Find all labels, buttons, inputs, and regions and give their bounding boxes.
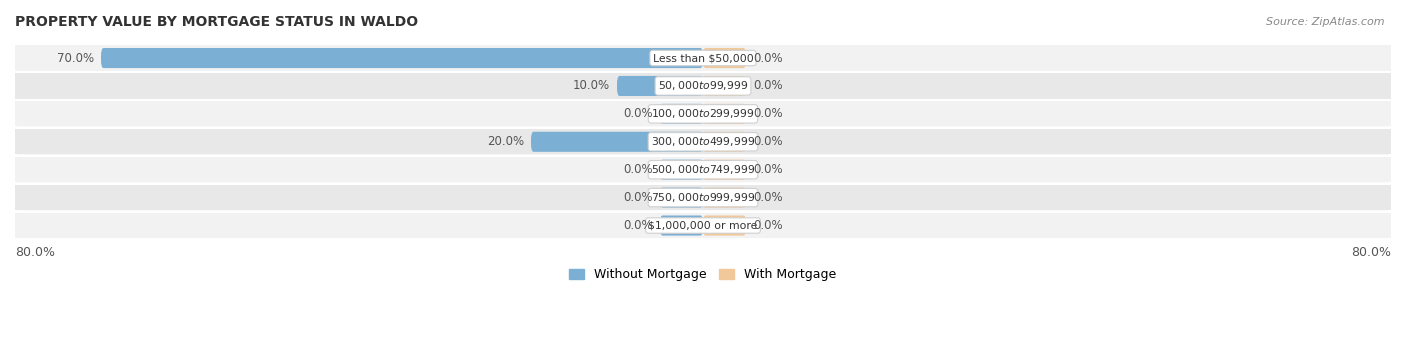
Text: $500,000 to $749,999: $500,000 to $749,999 (651, 163, 755, 176)
Bar (15, 73, 1391, 99)
Text: Source: ZipAtlas.com: Source: ZipAtlas.com (1267, 17, 1385, 27)
FancyBboxPatch shape (703, 104, 747, 124)
FancyBboxPatch shape (703, 188, 747, 208)
Text: 0.0%: 0.0% (623, 107, 654, 120)
FancyBboxPatch shape (531, 132, 703, 152)
FancyBboxPatch shape (659, 188, 703, 208)
Text: 0.0%: 0.0% (752, 219, 783, 232)
FancyBboxPatch shape (15, 73, 1391, 99)
Text: 70.0%: 70.0% (58, 52, 94, 65)
Text: 0.0%: 0.0% (623, 191, 654, 204)
FancyBboxPatch shape (15, 157, 1391, 182)
Bar (15, 129, 1391, 154)
Legend: Without Mortgage, With Mortgage: Without Mortgage, With Mortgage (564, 263, 842, 286)
Text: $300,000 to $499,999: $300,000 to $499,999 (651, 135, 755, 148)
Bar (15, 185, 1391, 210)
FancyBboxPatch shape (15, 185, 1391, 210)
Text: 0.0%: 0.0% (752, 191, 783, 204)
Bar (15, 46, 1391, 71)
Bar (15, 213, 1391, 238)
Text: $750,000 to $999,999: $750,000 to $999,999 (651, 191, 755, 204)
FancyBboxPatch shape (15, 129, 1391, 154)
FancyBboxPatch shape (703, 132, 747, 152)
Text: 0.0%: 0.0% (623, 219, 654, 232)
FancyBboxPatch shape (659, 160, 703, 180)
Text: 0.0%: 0.0% (623, 163, 654, 176)
Text: 0.0%: 0.0% (752, 107, 783, 120)
Text: $50,000 to $99,999: $50,000 to $99,999 (658, 80, 748, 92)
Text: 0.0%: 0.0% (752, 135, 783, 148)
FancyBboxPatch shape (15, 46, 1391, 71)
Text: PROPERTY VALUE BY MORTGAGE STATUS IN WALDO: PROPERTY VALUE BY MORTGAGE STATUS IN WAL… (15, 15, 418, 29)
FancyBboxPatch shape (15, 101, 1391, 126)
Text: $100,000 to $299,999: $100,000 to $299,999 (651, 107, 755, 120)
FancyBboxPatch shape (617, 76, 703, 96)
Text: 80.0%: 80.0% (15, 246, 55, 259)
FancyBboxPatch shape (703, 160, 747, 180)
FancyBboxPatch shape (703, 48, 747, 68)
Bar (15, 101, 1391, 126)
FancyBboxPatch shape (659, 104, 703, 124)
Text: $1,000,000 or more: $1,000,000 or more (648, 221, 758, 231)
Text: 80.0%: 80.0% (1351, 246, 1391, 259)
Text: 10.0%: 10.0% (574, 80, 610, 92)
Text: 0.0%: 0.0% (752, 163, 783, 176)
Text: 20.0%: 20.0% (486, 135, 524, 148)
FancyBboxPatch shape (101, 48, 703, 68)
Text: 0.0%: 0.0% (752, 80, 783, 92)
FancyBboxPatch shape (15, 213, 1391, 238)
FancyBboxPatch shape (703, 216, 747, 236)
FancyBboxPatch shape (703, 76, 747, 96)
Bar (15, 157, 1391, 182)
Text: Less than $50,000: Less than $50,000 (652, 53, 754, 63)
FancyBboxPatch shape (659, 216, 703, 236)
Text: 0.0%: 0.0% (752, 52, 783, 65)
